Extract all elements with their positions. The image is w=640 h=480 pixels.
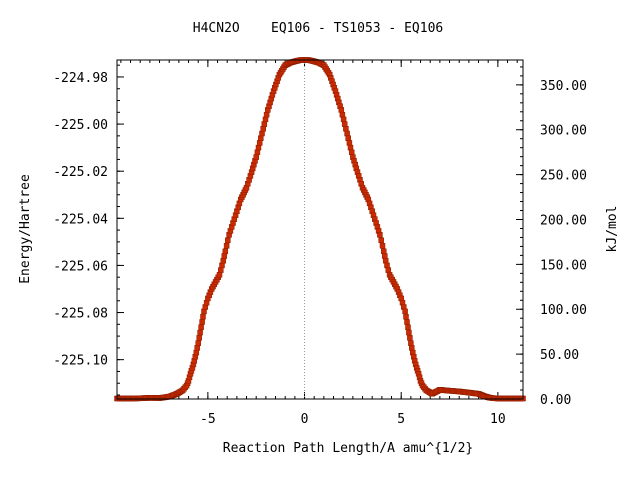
data-point [225, 237, 231, 244]
y2-tick-label: 350.00 [540, 79, 587, 94]
data-point [409, 345, 415, 351]
data-point [345, 135, 351, 141]
energy-curve [117, 59, 523, 399]
data-point [262, 116, 269, 123]
data-point [197, 329, 203, 336]
data-point [194, 345, 200, 351]
data-point [256, 140, 263, 146]
data-point [405, 324, 411, 331]
y-tick-label: -225.04 [53, 212, 108, 227]
data-point [378, 237, 384, 244]
y-tick-label: -225.06 [53, 259, 108, 274]
data-point [377, 232, 383, 238]
data-point [196, 335, 202, 341]
data-point [339, 111, 346, 118]
data-point [253, 154, 259, 160]
data-point [340, 116, 347, 123]
x-tick-label: 5 [397, 412, 405, 427]
data-point [347, 144, 354, 151]
y-tick-label: -225.00 [53, 118, 108, 133]
data-point [379, 243, 386, 249]
data-point [222, 248, 229, 255]
y-axis-label: Energy/Hartree [18, 174, 33, 284]
y-tick-label: -225.08 [53, 307, 108, 322]
data-point [346, 140, 353, 146]
chart-title: H4CN2O EQ106 - TS1053 - EQ106 [193, 21, 443, 36]
x-tick-label: 0 [301, 412, 309, 427]
data-point [381, 248, 387, 255]
y-tick-label: -225.10 [53, 354, 108, 369]
data-point [382, 257, 389, 264]
data-point [219, 262, 225, 269]
data-point [261, 121, 268, 127]
y2-tick-label: 50.00 [540, 348, 579, 363]
data-point [348, 149, 355, 156]
x-tick-label: 10 [490, 412, 506, 427]
axis-ticks: -5 0 5 10 -224.98 -225.00 -225.02 -225.04 -225.0… [53, 60, 587, 427]
y2-tick-label: 0.00 [540, 393, 571, 408]
data-point [408, 340, 414, 346]
x-tick-label: -5 [200, 412, 216, 427]
data-point [193, 349, 200, 356]
data-point [404, 319, 410, 325]
data-point [341, 121, 348, 127]
data-point [260, 126, 266, 132]
y-tick-label: -225.02 [53, 165, 108, 180]
data-point [218, 267, 224, 273]
y2-tick-label: 200.00 [540, 213, 587, 228]
data-point [338, 107, 345, 113]
y-tick-label: -224.98 [53, 71, 108, 86]
data-point [216, 272, 223, 278]
data-point [258, 135, 264, 141]
data-point [385, 267, 392, 273]
y2-axis-label: kJ/mol [605, 206, 620, 253]
data-point [198, 324, 204, 331]
data-point [407, 335, 413, 341]
data-point [195, 340, 201, 346]
data-point [384, 262, 390, 269]
data-point [263, 111, 270, 118]
data-point [402, 308, 408, 315]
data-point [259, 130, 265, 137]
data-point [220, 257, 227, 264]
data-point [200, 313, 206, 320]
plot-frame [116, 59, 524, 400]
data-point [344, 130, 350, 137]
data-point [221, 253, 228, 259]
data-point [255, 144, 262, 151]
data-point [254, 149, 261, 156]
data-point [343, 126, 349, 132]
data-point [199, 319, 205, 325]
x-axis-label: Reaction Path Length/A amu^{1/2} [223, 441, 473, 456]
y2-tick-label: 250.00 [540, 169, 587, 184]
y2-tick-label: 100.00 [540, 303, 587, 318]
y2-tick-label: 300.00 [540, 124, 587, 139]
data-point [382, 253, 388, 259]
data-point [223, 243, 230, 249]
y2-tick-label: 150.00 [540, 258, 587, 273]
data-markers [114, 57, 526, 402]
data-point [406, 329, 412, 336]
data-point [403, 313, 409, 320]
